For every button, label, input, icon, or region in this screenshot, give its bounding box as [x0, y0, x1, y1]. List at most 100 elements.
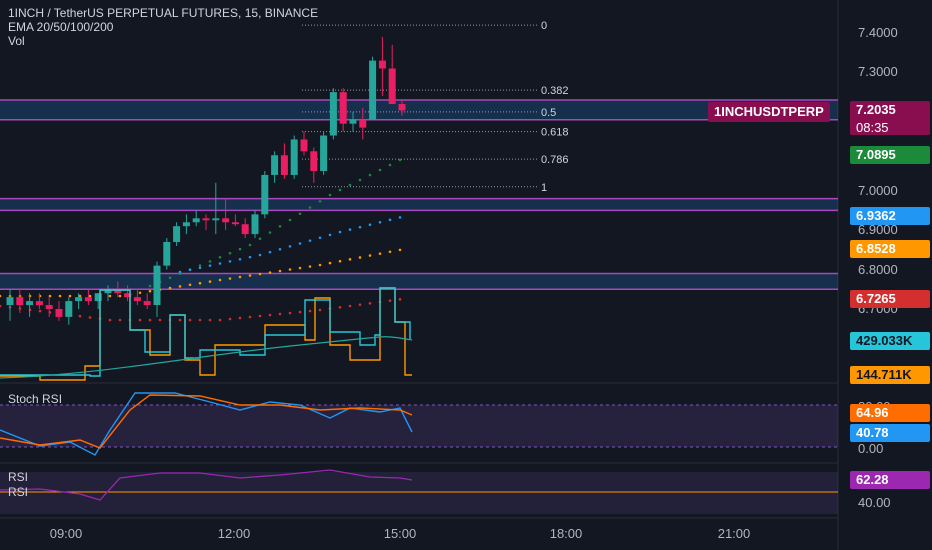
fib-label-3: 0.618 [541, 127, 569, 139]
ema-dot [198, 266, 202, 270]
ema-dot [378, 252, 382, 255]
ema-dot [148, 318, 152, 322]
ema-dot [388, 250, 392, 254]
volume-label: 144.711K [850, 366, 930, 384]
ema-dot [338, 230, 342, 234]
fib-label-2: 0.5 [541, 107, 556, 119]
stoch-rsi-label: Stoch RSI [8, 392, 63, 406]
rsi-line [0, 469, 413, 501]
ema-dot [208, 264, 212, 267]
ema-dot [58, 294, 62, 298]
ema-dot [318, 199, 322, 203]
candle-body [261, 174, 269, 215]
ema-dot [78, 314, 82, 318]
x-tick-label: 09:00 [49, 526, 83, 541]
candle-body [241, 224, 249, 235]
candle-body [231, 222, 239, 225]
candle-body [222, 218, 230, 223]
stoch-band [0, 405, 838, 447]
ema-dot [308, 206, 312, 209]
zone-0 [0, 100, 838, 120]
candle-body [173, 226, 181, 242]
candle-body [104, 289, 112, 294]
ema-dot [308, 265, 312, 268]
x-tick-label: 18:00 [549, 526, 583, 541]
volume-line-cyan [0, 287, 411, 377]
volume-label: 429.033K [850, 332, 930, 350]
candle-body [388, 68, 396, 104]
candle-body [182, 222, 190, 227]
ema-dot [358, 256, 362, 259]
ema-dot [218, 262, 222, 265]
ema-dot [348, 258, 352, 261]
ema-dot [248, 315, 252, 319]
candle-body [114, 289, 122, 294]
ema-dot [368, 254, 372, 257]
y-tick-label: 7.0000 [858, 182, 898, 198]
zone-2 [0, 273, 838, 290]
candle-body [202, 218, 210, 221]
ema-dot [288, 311, 292, 315]
ema-dot [88, 316, 92, 319]
candle-body [320, 135, 328, 171]
ema-dot [218, 318, 222, 322]
rsi-value-label: 62.28 [850, 471, 930, 489]
ema-dot [278, 247, 282, 251]
ema-dot [268, 231, 272, 234]
ema-dot [118, 294, 122, 298]
rsi-label-2: RSI [8, 485, 29, 499]
candle-body [84, 297, 92, 302]
vol-legend: Vol [8, 34, 25, 48]
ema-dot [348, 183, 352, 187]
ema-dot [368, 223, 372, 227]
ema-dot [168, 286, 172, 290]
y-tick-label: 6.9000 [858, 222, 898, 238]
ema-dot [178, 285, 182, 288]
ema-dot [238, 257, 242, 261]
y-tick-label: 6.8000 [858, 261, 898, 277]
ema-dot [188, 283, 192, 287]
chart-title: 1INCH / TetherUS PERPETUAL FUTURES, 15, … [8, 6, 319, 20]
candle-body [153, 265, 161, 306]
ema-dot [108, 318, 112, 322]
ema-dot [218, 278, 222, 282]
symbol-price-label: 1INCHUSDTPERP [708, 102, 830, 122]
ema-dot [158, 318, 162, 322]
ema-legend: EMA 20/50/100/200 [8, 20, 114, 34]
stoch-value-label: 64.96 [850, 404, 930, 422]
ema-dot [288, 218, 292, 222]
ema-dot [338, 188, 342, 192]
ema-dot [308, 309, 312, 313]
candle-body [26, 301, 34, 306]
candle-body [212, 218, 220, 221]
ema-dot [358, 225, 362, 229]
ema-dot [218, 255, 222, 259]
ema-dot [278, 312, 282, 316]
ema-dot [328, 193, 332, 197]
ema-dot [368, 173, 372, 177]
stoch-k-line [0, 392, 413, 456]
rsi-tick-label: 40.00 [858, 495, 891, 510]
ema-dot [378, 220, 382, 224]
ema-dot [228, 277, 232, 280]
stoch-tick-label: 0.00 [858, 441, 884, 456]
ema-dot [338, 306, 342, 309]
ema-dot [398, 248, 402, 252]
ema-dot [238, 316, 242, 320]
candle-body [398, 103, 406, 111]
ema-dot [0, 294, 2, 298]
chart-legend: 1INCH / TetherUS PERPETUAL FUTURES, 15, … [8, 6, 318, 48]
ema-dot [198, 264, 202, 267]
ema-dot [388, 218, 392, 222]
price-label: 6.7265 [850, 289, 930, 308]
ema-dot [298, 266, 302, 270]
ema-dot [258, 272, 262, 276]
fib-label-4: 0.786 [541, 154, 569, 166]
ema-dot [278, 269, 282, 273]
ema-dot [188, 268, 192, 272]
ema-dot [0, 304, 2, 308]
price-label: 7.2035 08:35 [850, 101, 930, 136]
y-tick-label: 7.4000 [858, 25, 898, 40]
ema-dot [38, 309, 42, 313]
